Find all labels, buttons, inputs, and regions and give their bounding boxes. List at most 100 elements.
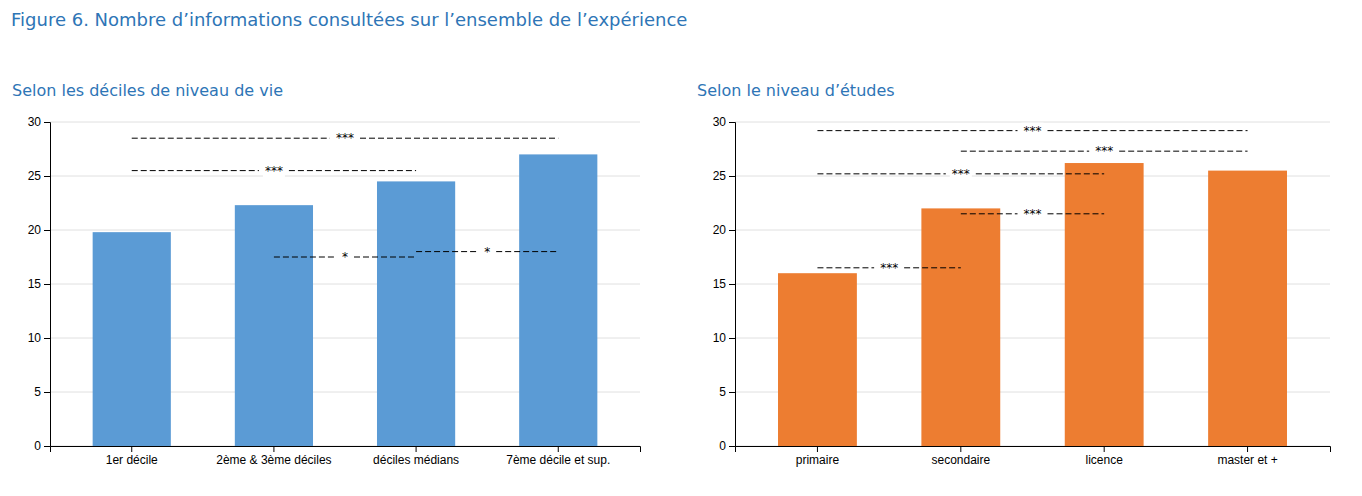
tick: master et + [1217,446,1277,467]
bracket-line [354,257,416,258]
tick: 30 [713,115,735,129]
tick-label: 1er décile [106,453,158,467]
tick: primaire [796,446,840,467]
tick: licence [1086,446,1124,467]
tick-mark [729,284,735,285]
bracket-labels: ******** [263,130,492,265]
tick-label: 5 [719,385,726,399]
y-axis: 051015202530 [713,115,736,453]
tick-label: secondaire [931,453,990,467]
tick: 7ème décile et sup. [506,446,610,467]
bracket-label-background [1022,123,1044,139]
tick: 25 [713,169,735,183]
tick-mark [44,338,50,339]
bar [1065,163,1144,446]
bracket-label-background [1022,206,1044,222]
tick-label: 0 [34,439,41,453]
bracket-line [289,170,416,171]
tick: 20 [713,223,735,237]
bracket-label-background [482,244,492,260]
tick-label: 20 [713,223,727,237]
tick-mark [729,176,735,177]
tick-label: 15 [28,277,42,291]
bracket-line [904,267,961,268]
tick-mark [1104,446,1105,452]
tick: 2ème & 3ème déciles [216,446,331,467]
bracket-label-background [334,130,356,146]
tick: 5 [34,385,50,399]
bracket-line [496,251,558,252]
brackets [132,138,559,257]
bracket-label: * [342,250,348,264]
bar [778,273,857,446]
bracket-line [961,151,1089,152]
plot-area [778,131,1287,446]
bracket-line [132,138,330,139]
tick: 0 [34,439,50,453]
panel: Selon le niveau d’études051015202530prim… [697,81,1331,467]
bracket-line [1119,151,1247,152]
bracket-label: * [484,245,490,259]
bar [519,154,597,446]
bracket-line [360,138,558,139]
tick: 20 [28,223,50,237]
bracket-label: *** [336,131,354,145]
tick-label: 5 [34,385,41,399]
bracket-line [1048,213,1105,214]
tick-mark [817,446,818,452]
tick-mark [729,446,735,447]
tick-mark [960,446,961,452]
x-axis: primaire secondaire licence master et + [736,446,1331,467]
bracket-label-background [340,249,350,265]
tick-label: 15 [713,277,727,291]
tick-mark [44,230,50,231]
axis-line [736,447,1331,453]
bracket-line [817,267,874,268]
tick-mark [416,446,417,452]
bracket-label-background [1093,143,1115,159]
bar [377,181,455,446]
tick-label: 2ème & 3ème déciles [216,453,331,467]
y-axis: 0 5 10 15 20 25 30 [28,115,51,453]
bracket-line [416,251,478,252]
bracket-line [1048,130,1248,131]
tick-mark [131,446,132,452]
tick: 10 [28,331,50,345]
grid [735,122,1330,446]
bracket-label: *** [1024,124,1042,138]
grid-line [50,122,640,123]
axis-line [51,447,641,453]
chart: Figure 6. Nombre d’informations consulté… [0,0,1362,496]
tick-label: 7ème décile et sup. [506,453,610,467]
bracket-line [976,173,1104,174]
subtitle: Selon les déciles de niveau de vie [12,81,283,100]
bracket-line [817,173,945,174]
tick-label: licence [1086,453,1124,467]
grid-line [735,122,1330,123]
tick-label: déciles médians [373,453,459,467]
tick-mark [729,122,735,123]
tick: 30 [28,115,50,129]
tick-mark [558,446,559,452]
tick-mark [729,338,735,339]
subtitle: Selon le niveau d’études [697,81,895,100]
bracket-line [817,130,1017,131]
tick-mark [44,446,50,447]
tick-mark [44,176,50,177]
tick: 25 [28,169,50,183]
bracket-line [274,257,336,258]
tick-mark [1247,446,1248,452]
bracket-label-background [878,260,900,276]
tick-mark [729,230,735,231]
tick: secondaire [931,446,990,467]
tick-mark [44,284,50,285]
tick-label: master et + [1217,453,1277,467]
tick: déciles médians [373,446,459,467]
bracket-label: *** [265,164,283,178]
tick: 1er décile [106,446,158,467]
bracket-labels: *************** [878,123,1115,276]
bracket-label: *** [1095,144,1113,158]
tick-label: 0 [719,439,726,453]
grid [50,122,640,446]
tick: 5 [719,385,735,399]
